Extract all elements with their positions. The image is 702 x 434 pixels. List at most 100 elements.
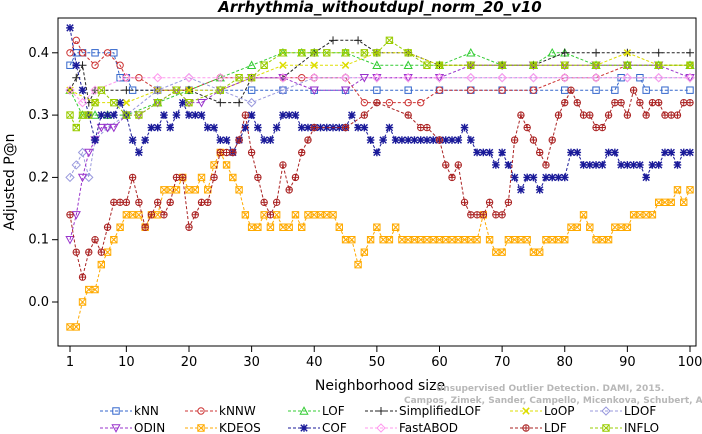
fastabod-point bbox=[622, 73, 633, 83]
cof-point bbox=[535, 186, 544, 194]
cof-point bbox=[348, 111, 356, 119]
knn-point bbox=[642, 86, 650, 94]
knn-point bbox=[661, 86, 669, 94]
cof-point bbox=[366, 136, 375, 144]
cof-point bbox=[567, 148, 575, 157]
kdeos-point bbox=[354, 260, 362, 269]
ldf-point bbox=[279, 161, 287, 169]
ldf-point bbox=[567, 86, 575, 94]
kdeos-point bbox=[329, 211, 337, 219]
legend-item-ldf: LDF bbox=[510, 421, 567, 434]
cof-point bbox=[517, 186, 525, 194]
cof-point bbox=[667, 148, 676, 157]
y-axis-title: Adjusted P@n bbox=[2, 133, 18, 230]
legend-item-lof: LOF bbox=[288, 404, 345, 418]
cof-point bbox=[241, 123, 250, 132]
cof-point bbox=[648, 161, 657, 169]
loop-point bbox=[279, 61, 287, 69]
kdeos-point bbox=[573, 223, 581, 231]
cof-point bbox=[573, 148, 582, 157]
cof-point bbox=[510, 173, 519, 182]
x-tick-label: 10 bbox=[118, 355, 135, 370]
x-tick-label: 30 bbox=[243, 355, 260, 370]
cof-point bbox=[441, 136, 450, 144]
legend-label: LDF bbox=[544, 421, 567, 434]
kdeos-point bbox=[398, 236, 406, 244]
inflo-point bbox=[153, 98, 162, 107]
simplifiedlof-point bbox=[686, 48, 694, 57]
ldf-point bbox=[222, 148, 231, 157]
cof-point bbox=[285, 111, 293, 119]
inflo-point bbox=[373, 49, 381, 57]
ldf-point bbox=[554, 111, 563, 119]
ldf-point bbox=[454, 161, 462, 169]
cof-point bbox=[611, 148, 619, 157]
cof-point bbox=[153, 123, 162, 132]
ldf-point bbox=[467, 211, 475, 219]
lof-point bbox=[90, 110, 100, 119]
knn-point bbox=[91, 49, 99, 57]
legend-label: SimplifiedLOF bbox=[399, 404, 481, 418]
inflo-point bbox=[529, 61, 538, 69]
ldf-point bbox=[661, 111, 669, 119]
ldf-point bbox=[485, 198, 494, 206]
ldf-point bbox=[260, 198, 268, 206]
legend-item-kdeos: KDEOS bbox=[185, 421, 261, 434]
cof-point bbox=[391, 136, 400, 144]
kdeos-point bbox=[360, 248, 369, 256]
legend-swatch-marker bbox=[602, 424, 610, 432]
ldf-point bbox=[272, 198, 281, 206]
ldf-point bbox=[642, 111, 650, 119]
ldf-point bbox=[122, 198, 131, 206]
ldf-point bbox=[85, 248, 93, 256]
cof-point bbox=[398, 136, 406, 144]
ldf-point bbox=[561, 99, 569, 107]
kdeos-point bbox=[648, 211, 657, 219]
inflo-point bbox=[247, 74, 256, 82]
kdeos-point bbox=[197, 173, 206, 182]
fastabod-point bbox=[434, 73, 445, 83]
cof-point bbox=[191, 111, 200, 119]
fastabod-point bbox=[309, 73, 319, 83]
cof-point bbox=[473, 148, 481, 157]
cof-point bbox=[423, 136, 431, 144]
kdeos-point bbox=[254, 223, 262, 231]
ldf-point bbox=[673, 111, 682, 119]
chart-title: Arrhythmia_withoutdupl_norm_20_v10 bbox=[217, 0, 541, 16]
cof-point bbox=[623, 161, 632, 169]
inflo-point bbox=[66, 111, 74, 119]
x-tick-label: 50 bbox=[369, 355, 386, 370]
loop-point bbox=[341, 61, 350, 69]
ldf-point bbox=[103, 223, 112, 231]
kdeos-point bbox=[166, 186, 174, 194]
fastabod-point bbox=[466, 73, 476, 83]
cof-point bbox=[598, 161, 607, 169]
x-tick-label: 60 bbox=[431, 355, 448, 370]
fastabod-point bbox=[121, 73, 132, 83]
x-tick-label: 70 bbox=[494, 355, 511, 370]
cof-point bbox=[291, 111, 300, 119]
legend-swatch-marker bbox=[300, 424, 308, 432]
simplifiedlof-point bbox=[560, 48, 569, 57]
inflo-point bbox=[310, 49, 318, 57]
legend-label: kNN bbox=[134, 404, 159, 418]
knnw-point bbox=[360, 98, 369, 107]
ldf-point bbox=[573, 99, 581, 107]
kdeos-point bbox=[241, 211, 250, 219]
cof-point bbox=[548, 173, 557, 182]
kdeos-point bbox=[504, 236, 513, 244]
ldf-point bbox=[66, 211, 74, 219]
ldf-point bbox=[166, 198, 174, 206]
ldof-point bbox=[278, 85, 288, 95]
cof-point bbox=[178, 98, 187, 107]
legend-swatch-marker bbox=[112, 407, 120, 415]
kdeos-point bbox=[523, 236, 531, 244]
ldf-point bbox=[204, 198, 212, 206]
kdeos-point bbox=[535, 248, 544, 256]
ldof-point bbox=[152, 85, 163, 95]
ldf-point bbox=[285, 186, 293, 194]
cof-point bbox=[66, 24, 74, 32]
kdeos-point bbox=[366, 236, 375, 244]
ldf-point bbox=[172, 173, 181, 182]
kdeos-point bbox=[272, 211, 281, 219]
